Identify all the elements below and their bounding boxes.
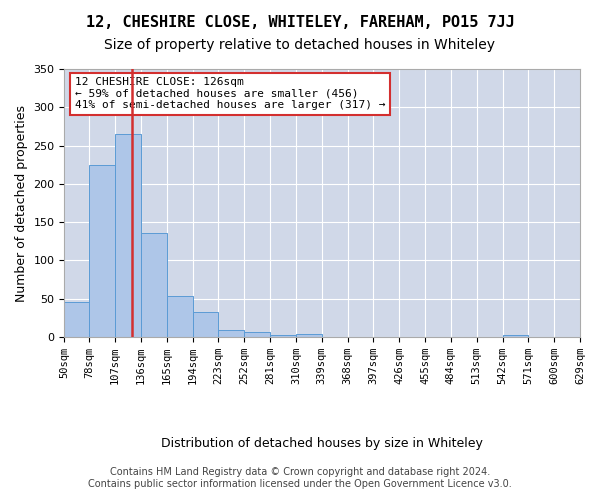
Bar	[244, 332, 270, 337]
Bar	[141, 233, 167, 337]
Text: Contains HM Land Registry data © Crown copyright and database right 2024.
Contai: Contains HM Land Registry data © Crown c…	[88, 468, 512, 489]
Bar	[64, 302, 89, 337]
Bar	[503, 334, 529, 337]
Bar	[89, 166, 115, 337]
Bar	[167, 296, 193, 337]
Bar	[296, 334, 322, 337]
Text: 12, CHESHIRE CLOSE, WHITELEY, FAREHAM, PO15 7JJ: 12, CHESHIRE CLOSE, WHITELEY, FAREHAM, P…	[86, 15, 514, 30]
X-axis label: Distribution of detached houses by size in Whiteley: Distribution of detached houses by size …	[161, 437, 483, 450]
Bar	[193, 312, 218, 337]
Bar	[115, 134, 141, 337]
Y-axis label: Number of detached properties: Number of detached properties	[15, 104, 28, 302]
Text: Size of property relative to detached houses in Whiteley: Size of property relative to detached ho…	[104, 38, 496, 52]
Text: 12 CHESHIRE CLOSE: 126sqm
← 59% of detached houses are smaller (456)
41% of semi: 12 CHESHIRE CLOSE: 126sqm ← 59% of detac…	[75, 77, 385, 110]
Bar	[218, 330, 244, 337]
Bar	[270, 334, 296, 337]
